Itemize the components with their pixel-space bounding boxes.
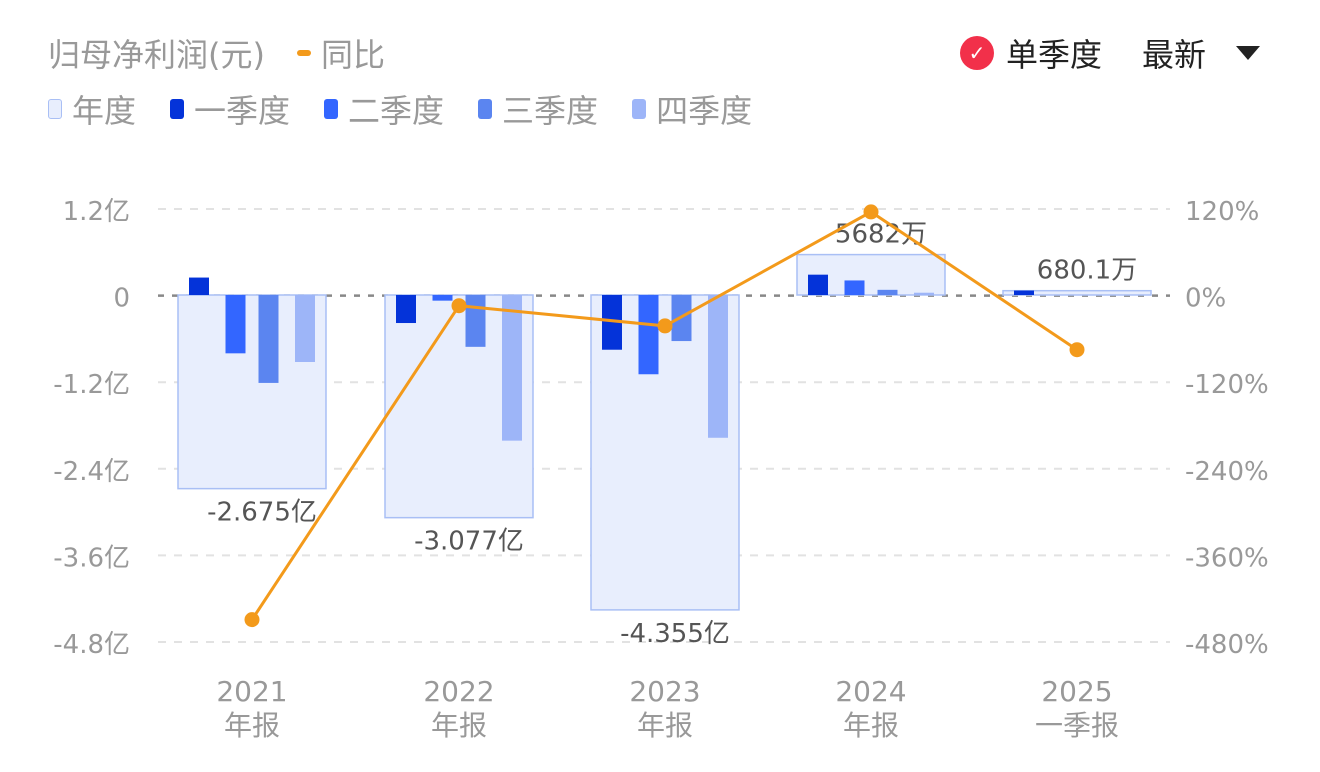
y-right-tick: -120%: [1185, 370, 1269, 400]
legend-swatch: [632, 99, 647, 119]
x-tick-type: 年报: [637, 709, 693, 742]
annual-data-label: -2.675亿: [207, 498, 317, 528]
quarter-bar-q2: [225, 295, 246, 354]
legend-label: 四季度: [656, 92, 753, 130]
y-right-tick: -480%: [1185, 630, 1269, 660]
y-left-tick: 0: [113, 284, 130, 314]
x-tick-year: 2022: [423, 675, 494, 708]
quarter-bar-q2: [844, 280, 865, 295]
x-tick-year: 2023: [629, 675, 700, 708]
quarter-bar-q3: [465, 295, 486, 347]
x-tick-type: 年报: [224, 709, 280, 742]
y-right-tick: 0%: [1185, 284, 1226, 314]
y-left-tick: 1.2亿: [63, 197, 130, 227]
quarter-bar-q3: [877, 289, 898, 295]
x-tick-type: 年报: [431, 709, 487, 742]
legend-q2[interactable]: 二季度: [324, 86, 444, 132]
y-left-tick: -4.8亿: [53, 630, 130, 660]
quarter-bar-q1: [189, 277, 209, 295]
annual-data-label: -4.355亿: [620, 619, 730, 649]
yoy-label: 同比: [320, 36, 385, 74]
yoy-point: [1069, 342, 1085, 358]
quarter-bar-q4: [295, 295, 315, 362]
quarter-bar-q2: [432, 295, 453, 301]
x-tick-year: 2025: [1041, 675, 1112, 708]
chart-header: 归母净利润(元) 同比: [48, 30, 385, 76]
legend-label: 二季度: [348, 92, 445, 130]
quarter-bar-q2: [638, 295, 659, 375]
legend-swatch: [170, 99, 185, 119]
x-tick-type: 年报: [843, 709, 899, 742]
quarter-bar-q1: [1014, 290, 1034, 295]
annual-bar: [1002, 289, 1152, 296]
quarter-bar-q1: [396, 295, 416, 324]
yoy-point: [451, 298, 467, 314]
legend-swatch: [324, 99, 339, 119]
yoy-swatch: [296, 50, 311, 56]
quarter-bar-q4: [914, 292, 934, 295]
y-left-tick: -2.4亿: [53, 457, 130, 487]
legend-yoy[interactable]: 同比: [296, 30, 385, 76]
y-right-tick: 120%: [1185, 197, 1259, 227]
yoy-point: [657, 318, 673, 334]
y-left-tick: -1.2亿: [53, 370, 130, 400]
sort-dropdown[interactable]: 最新: [1142, 30, 1260, 76]
quarter-bar-q1: [602, 295, 622, 350]
chart-controls: ✓ 单季度 最新: [959, 30, 1260, 76]
legend-label: 三季度: [502, 92, 599, 130]
quarter-bar-q1: [808, 274, 828, 295]
y-right-tick: -240%: [1185, 457, 1269, 487]
legend-swatch: [478, 99, 493, 119]
x-tick-year: 2021: [216, 675, 287, 708]
legend: 年度 一季度 二季度 三季度 四季度: [48, 86, 786, 132]
check-icon[interactable]: ✓: [959, 36, 994, 70]
legend-q3[interactable]: 三季度: [478, 86, 598, 132]
x-tick-type: 一季报: [1035, 709, 1119, 742]
y-left-tick: -3.6亿: [53, 543, 130, 573]
legend-label: 年度: [72, 92, 137, 130]
legend-label: 一季度: [194, 92, 291, 130]
yoy-point: [863, 204, 879, 220]
yoy-point: [244, 612, 260, 628]
legend-annual[interactable]: 年度: [48, 86, 136, 132]
caret-down-icon: [1236, 46, 1260, 60]
legend-swatch: [48, 99, 62, 119]
single-quarter-toggle[interactable]: 单季度: [1005, 36, 1102, 74]
quarter-bar-q3: [258, 295, 279, 383]
quarter-bar-q4: [502, 295, 522, 441]
chart-title: 归母净利润(元): [48, 36, 265, 74]
sort-label: 最新: [1141, 36, 1206, 74]
quarter-bar-q4: [708, 295, 728, 438]
annual-data-label: -3.077亿: [414, 527, 524, 557]
annual-data-label: 680.1万: [1037, 256, 1137, 286]
x-tick-year: 2024: [835, 675, 906, 708]
legend-q1[interactable]: 一季度: [170, 86, 290, 132]
y-right-tick: -360%: [1185, 543, 1269, 573]
legend-q4[interactable]: 四季度: [632, 86, 752, 132]
